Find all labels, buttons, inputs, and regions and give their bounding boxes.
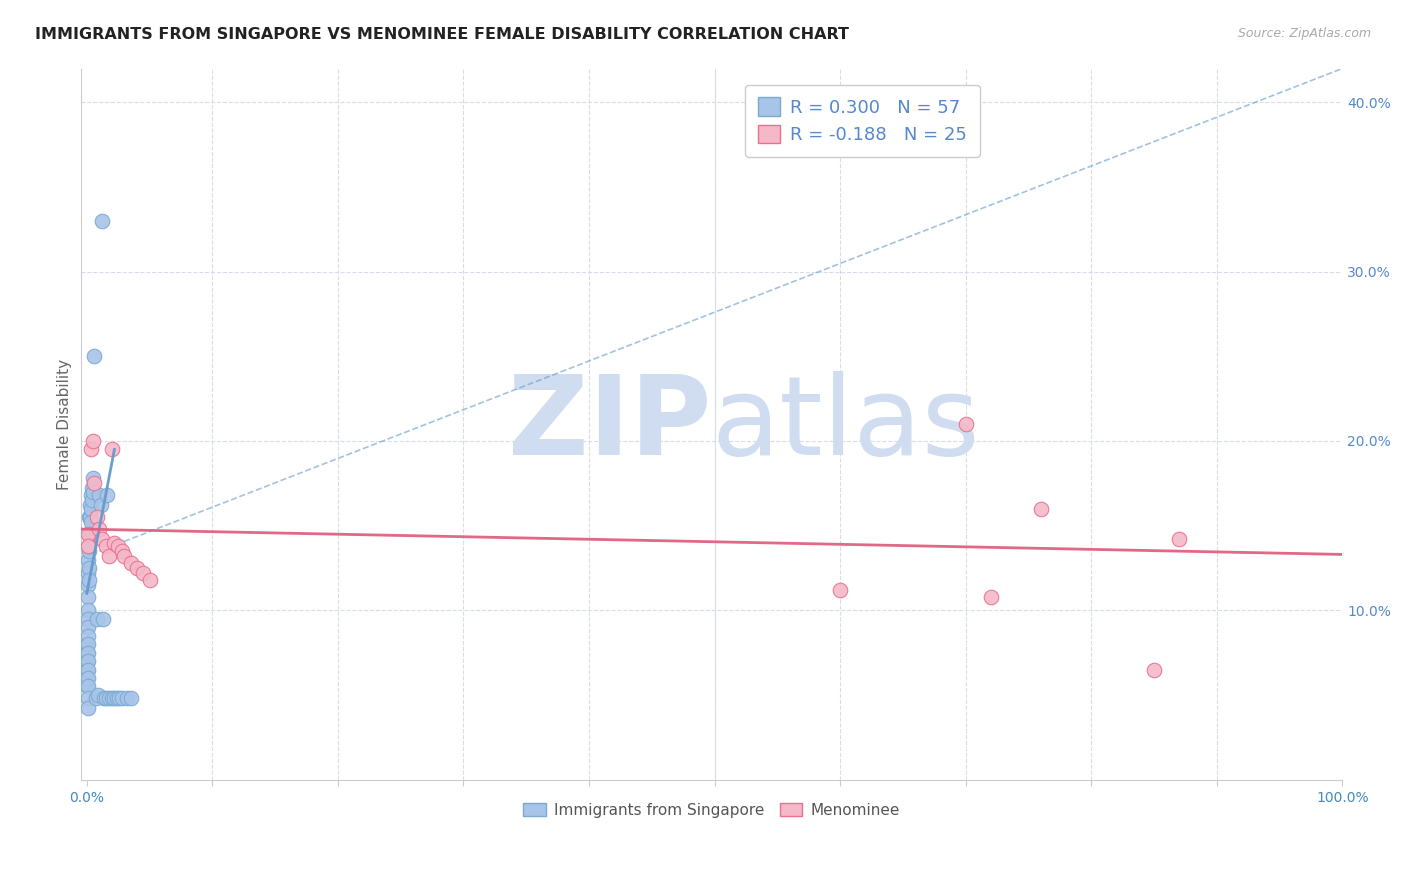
Point: [79, 527, 101, 541]
Point: [77, 612, 100, 626]
Point: [79, 499, 101, 513]
Point: [107, 539, 129, 553]
Point: [77, 552, 100, 566]
Point: [89, 522, 111, 536]
Point: [86, 510, 108, 524]
Point: [76, 654, 98, 668]
Point: [77, 691, 100, 706]
Point: [82, 484, 104, 499]
Point: [77, 590, 100, 604]
Point: [77, 671, 100, 685]
Point: [79, 501, 101, 516]
Point: [77, 654, 100, 668]
Point: [105, 691, 128, 706]
Point: [79, 510, 101, 524]
Point: [77, 646, 100, 660]
Point: [1168, 532, 1191, 546]
Point: [91, 612, 114, 626]
Point: [96, 488, 118, 502]
Point: [86, 612, 108, 626]
Point: [94, 539, 117, 553]
Point: [77, 637, 100, 651]
Point: [82, 434, 104, 448]
Point: [108, 691, 131, 706]
Text: ZIP: ZIP: [508, 370, 711, 477]
Point: [77, 663, 100, 677]
Point: [93, 691, 115, 706]
Point: [77, 578, 100, 592]
Point: [76, 646, 98, 660]
Point: [955, 417, 977, 431]
Point: [77, 701, 100, 715]
Point: [115, 691, 138, 706]
Point: [77, 539, 100, 553]
Point: [111, 544, 134, 558]
Point: [120, 691, 142, 706]
Point: [828, 582, 851, 597]
Point: [1029, 501, 1052, 516]
Point: [76, 680, 98, 694]
Point: [103, 691, 125, 706]
Point: [79, 488, 101, 502]
Point: [77, 629, 100, 643]
Point: [84, 691, 107, 706]
Point: [90, 214, 112, 228]
Point: [80, 482, 103, 496]
Point: [90, 499, 112, 513]
Point: [90, 532, 112, 546]
Point: [83, 349, 105, 363]
Point: [79, 515, 101, 529]
Point: [111, 691, 134, 706]
Point: [79, 510, 101, 524]
Point: [125, 561, 148, 575]
Point: [77, 603, 100, 617]
Point: [76, 637, 98, 651]
Point: [132, 566, 155, 580]
Point: [77, 527, 100, 541]
Point: [101, 691, 124, 706]
Point: [82, 471, 104, 485]
Point: [77, 527, 100, 541]
Legend: Immigrants from Singapore, Menominee: Immigrants from Singapore, Menominee: [516, 795, 907, 825]
Point: [77, 544, 100, 558]
Point: [79, 442, 101, 457]
Point: [77, 561, 100, 575]
Point: [77, 573, 100, 587]
Point: [83, 476, 105, 491]
Point: [76, 663, 98, 677]
Point: [120, 556, 142, 570]
Point: [138, 573, 160, 587]
Point: [1143, 663, 1166, 677]
Point: [77, 566, 100, 580]
Text: Source: ZipAtlas.com: Source: ZipAtlas.com: [1237, 27, 1371, 40]
Y-axis label: Female Disability: Female Disability: [58, 359, 72, 490]
Point: [114, 549, 136, 563]
Point: [87, 688, 110, 702]
Point: [80, 493, 103, 508]
Point: [101, 442, 124, 457]
Point: [94, 691, 117, 706]
Point: [980, 590, 1002, 604]
Point: [77, 680, 100, 694]
Point: [79, 539, 101, 553]
Point: [98, 549, 121, 563]
Point: [103, 535, 125, 549]
Point: [77, 620, 100, 634]
Point: [76, 671, 98, 685]
Point: [89, 488, 111, 502]
Text: IMMIGRANTS FROM SINGAPORE VS MENOMINEE FEMALE DISABILITY CORRELATION CHART: IMMIGRANTS FROM SINGAPORE VS MENOMINEE F…: [35, 27, 849, 42]
Point: [98, 691, 121, 706]
Text: atlas: atlas: [711, 370, 980, 477]
